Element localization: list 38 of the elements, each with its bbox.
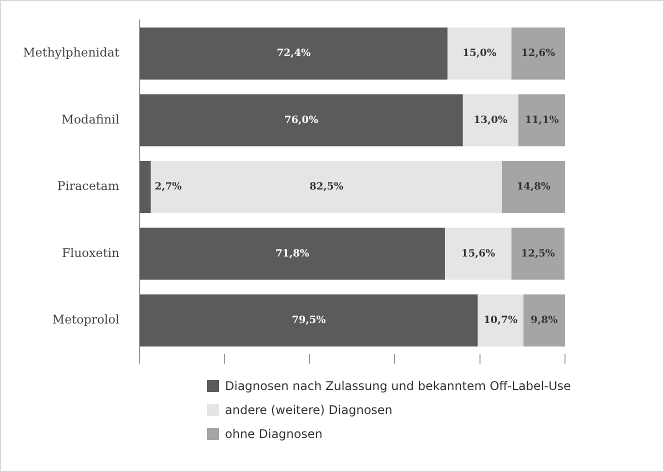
bar (140, 294, 478, 346)
data-label: 2,7% (154, 182, 182, 193)
data-label: 82,5% (309, 182, 344, 193)
data-label: 76,0% (284, 114, 319, 126)
bar (140, 160, 151, 214)
data-label: 11,1% (524, 114, 560, 126)
y-tick-label: Modafinil (62, 112, 120, 126)
legend-label: ohne Diagnosen (225, 427, 322, 441)
data-label: 12,5% (521, 248, 556, 260)
bar (511, 28, 565, 80)
data-label: 72,4% (276, 48, 312, 60)
y-tick-label: Metoprolol (52, 312, 120, 327)
y-tick-label: Piracetam (57, 179, 120, 194)
bar (478, 294, 524, 346)
bar (140, 228, 445, 280)
data-label: 12,6% (521, 48, 556, 60)
legend-label: Diagnosen nach Zulassung und bekanntem Off-Label-Use (225, 379, 571, 393)
bar (140, 28, 448, 80)
bar (518, 94, 565, 146)
bar (448, 28, 512, 80)
data-label: 71,8% (275, 248, 310, 260)
bar (511, 228, 565, 280)
y-tick-label: Methylphenidat (22, 46, 120, 60)
y-tick-label: Fluoxetin (62, 246, 120, 260)
bar (523, 294, 565, 346)
data-label: 9,8% (530, 315, 558, 326)
data-label: 13,0% (474, 114, 508, 126)
bar (140, 94, 463, 146)
bar (462, 94, 518, 146)
data-label: 15,0% (462, 48, 497, 60)
data-label: 10,7% (484, 315, 518, 326)
legend-label: andere (weitere) Diagnosen (225, 403, 392, 417)
data-label: 14,8% (516, 182, 551, 193)
bar (150, 160, 502, 214)
bar (444, 228, 512, 280)
data-label: 15,6% (461, 248, 496, 260)
bar (502, 160, 565, 214)
data-label: 79,5% (292, 315, 326, 326)
